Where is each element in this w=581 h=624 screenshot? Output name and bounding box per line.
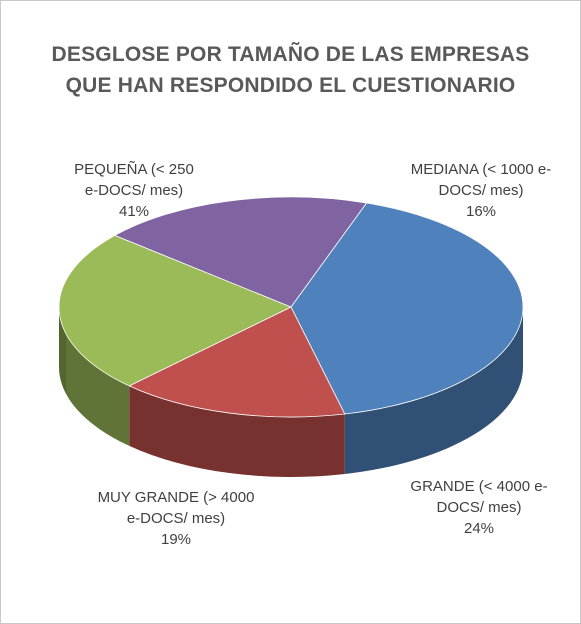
pie-slice-pequena — [290, 202, 524, 415]
slice-value-grande: 24% — [463, 520, 495, 537]
slice-label-pequena-line-1: PEQUEÑA (< 250 — [74, 161, 194, 178]
slice-label-pequena: PEQUEÑA (< 250 e-DOCS/ mes) 41% — [19, 159, 249, 222]
slice-value-pequena: 41% — [118, 203, 150, 220]
slice-label-mediana-line-2: DOCS/ mes) — [438, 182, 524, 199]
slice-label-grande: GRANDE (< 4000 e- DOCS/ mes) 24% — [379, 476, 579, 539]
pie-side-walls — [59, 307, 523, 477]
slice-label-muy-grande: MUY GRANDE (> 4000 e-DOCS/ mes) 19% — [61, 487, 291, 550]
chart-title: DESGLOSE POR TAMAÑO DE LAS EMPRESAS QUE … — [1, 39, 580, 101]
pie-slice-muy-grande — [114, 196, 367, 308]
pie-side-grande — [59, 307, 130, 446]
pie-side-mediana — [129, 385, 345, 477]
slice-label-muy-grande-line-1: MUY GRANDE (> 4000 — [97, 489, 255, 506]
pie-side-pequena — [344, 307, 523, 475]
pie-top-faces — [58, 196, 524, 418]
slice-label-grande-line-2: DOCS/ mes) — [436, 499, 522, 516]
slice-label-mediana-line-1: MEDIANA (< 1000 e- — [410, 161, 552, 178]
slice-label-mediana: MEDIANA (< 1000 e- DOCS/ mes) 16% — [381, 159, 580, 222]
slice-value-muy-grande: 19% — [160, 531, 192, 548]
slice-label-pequena-line-2: e-DOCS/ mes) — [84, 182, 184, 199]
chart-title-line-1: DESGLOSE POR TAMAÑO DE LAS EMPRESAS — [51, 43, 530, 66]
slice-value-mediana: 16% — [465, 203, 497, 220]
slice-label-grande-line-1: GRANDE (< 4000 e- — [410, 478, 548, 495]
slice-label-muy-grande-line-2: e-DOCS/ mes) — [126, 510, 226, 527]
pie-side-shadow — [59, 307, 67, 395]
pie-slice-grande — [58, 235, 292, 387]
chart-title-line-2: QUE HAN RESPONDIDO EL CUESTIONARIO — [65, 74, 516, 97]
pie-slice-mediana — [128, 306, 346, 418]
